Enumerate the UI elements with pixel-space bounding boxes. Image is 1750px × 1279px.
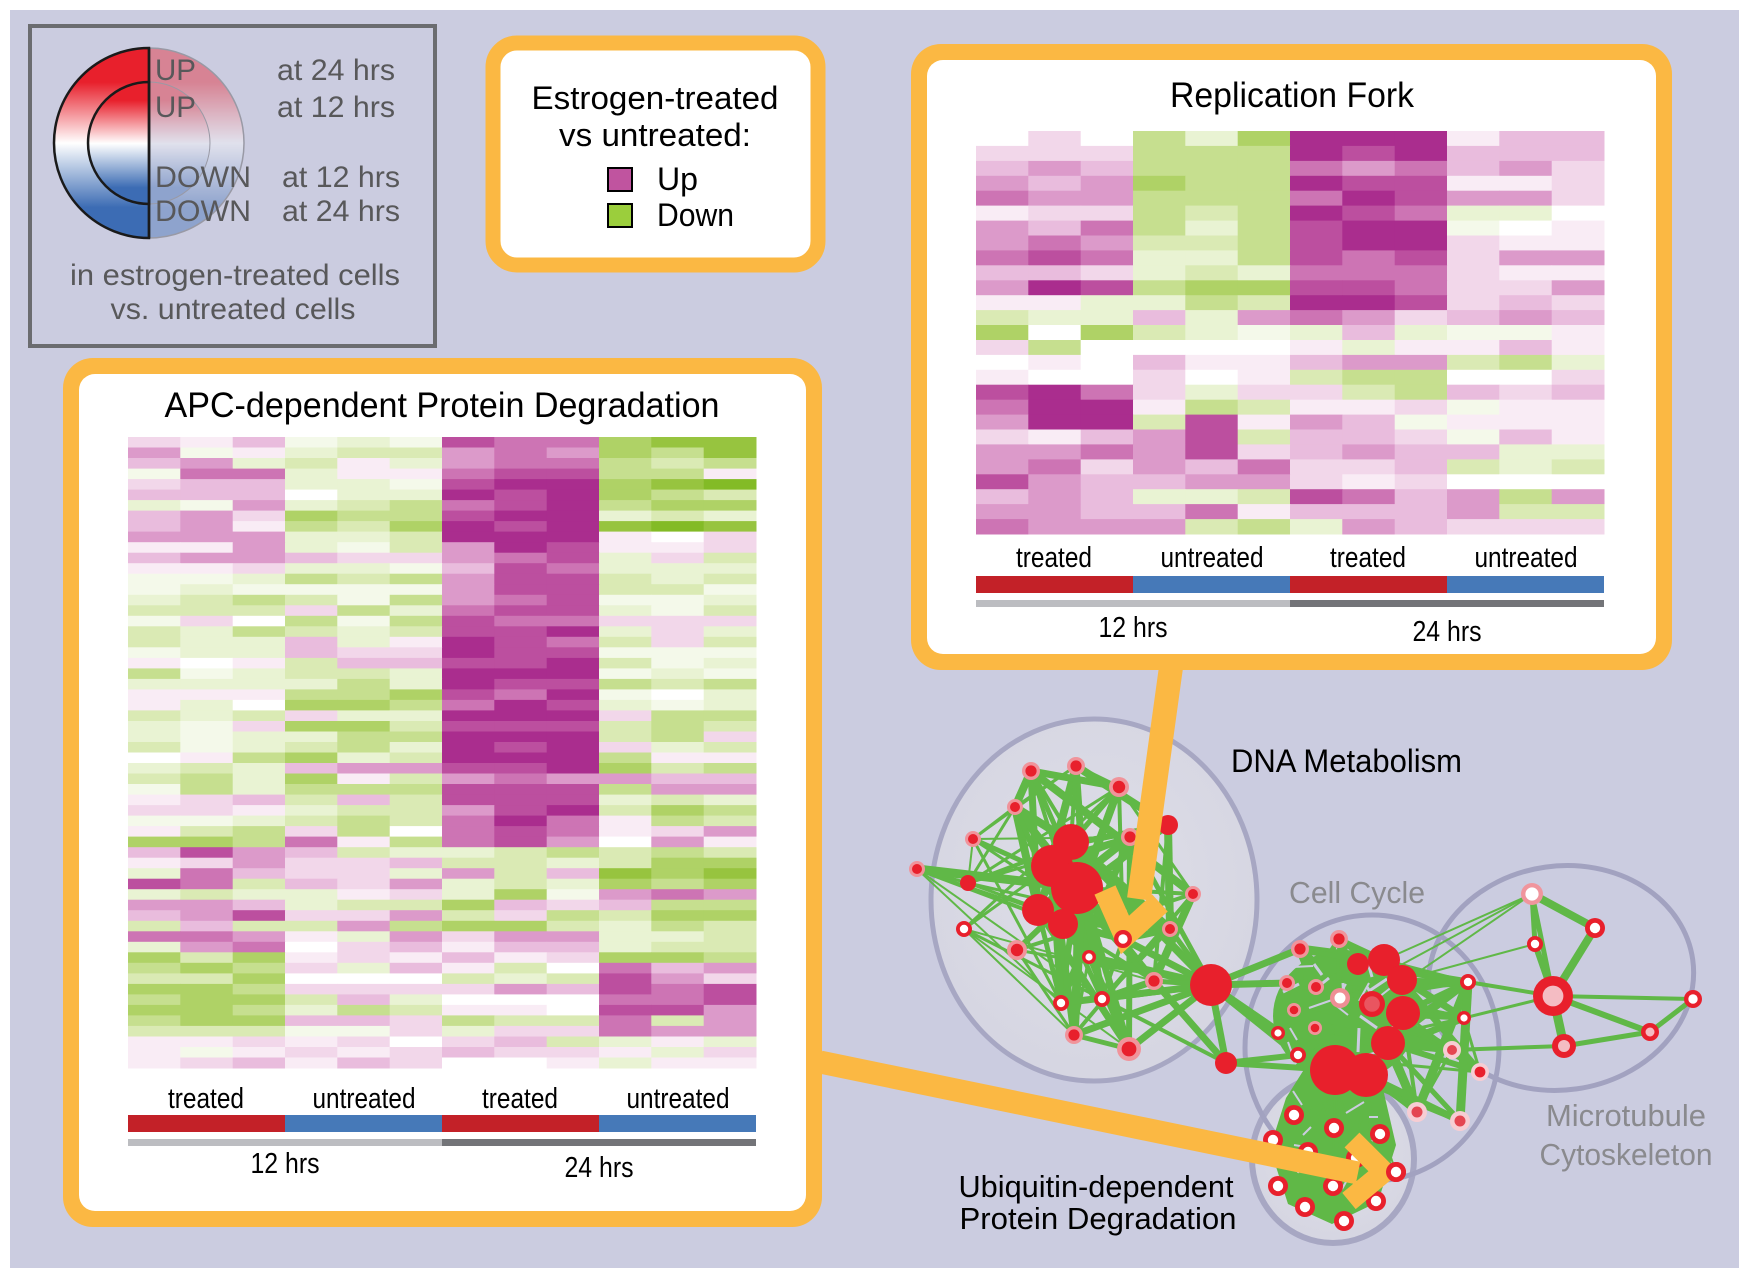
svg-text:APC-dependent Protein Degradat: APC-dependent Protein Degradation [165, 386, 720, 425]
svg-text:Up: Up [657, 161, 698, 197]
svg-text:DOWN: DOWN [155, 195, 251, 228]
svg-text:vs untreated:: vs untreated: [559, 117, 751, 153]
svg-text:untreated: untreated [313, 1083, 416, 1115]
svg-text:Cytoskeleton: Cytoskeleton [1540, 1137, 1713, 1172]
svg-text:at 12 hrs: at 12 hrs [277, 91, 395, 124]
svg-text:treated: treated [1016, 542, 1092, 574]
svg-text:24 hrs: 24 hrs [1413, 616, 1482, 648]
svg-text:12 hrs: 12 hrs [1099, 612, 1168, 644]
svg-text:untreated: untreated [627, 1083, 730, 1115]
svg-text:Cell Cycle: Cell Cycle [1289, 875, 1425, 910]
svg-text:Microtubule: Microtubule [1546, 1098, 1706, 1133]
svg-text:Estrogen-treated: Estrogen-treated [532, 80, 779, 116]
svg-text:Ubiquitin-dependent: Ubiquitin-dependent [959, 1169, 1234, 1204]
svg-text:DNA Metabolism: DNA Metabolism [1231, 743, 1462, 779]
svg-text:treated: treated [482, 1083, 558, 1115]
svg-text:at 24 hrs: at 24 hrs [282, 195, 400, 228]
svg-text:Protein Degradation: Protein Degradation [960, 1201, 1237, 1236]
svg-text:untreated: untreated [1475, 542, 1578, 574]
svg-text:treated: treated [1330, 542, 1406, 574]
svg-text:untreated: untreated [1161, 542, 1264, 574]
svg-text:UP: UP [155, 91, 196, 124]
svg-text:12 hrs: 12 hrs [251, 1148, 320, 1180]
svg-text:Replication Fork: Replication Fork [1170, 76, 1414, 115]
svg-text:Down: Down [657, 197, 734, 233]
svg-text:in estrogen-treated cells: in estrogen-treated cells [70, 259, 400, 292]
svg-text:vs. untreated cells: vs. untreated cells [111, 293, 356, 326]
svg-text:24 hrs: 24 hrs [565, 1152, 634, 1184]
svg-text:at 12 hrs: at 12 hrs [282, 161, 400, 194]
svg-text:at 24 hrs: at 24 hrs [277, 54, 395, 87]
svg-text:DOWN: DOWN [155, 161, 251, 194]
svg-text:UP: UP [155, 54, 196, 87]
svg-text:treated: treated [168, 1083, 244, 1115]
